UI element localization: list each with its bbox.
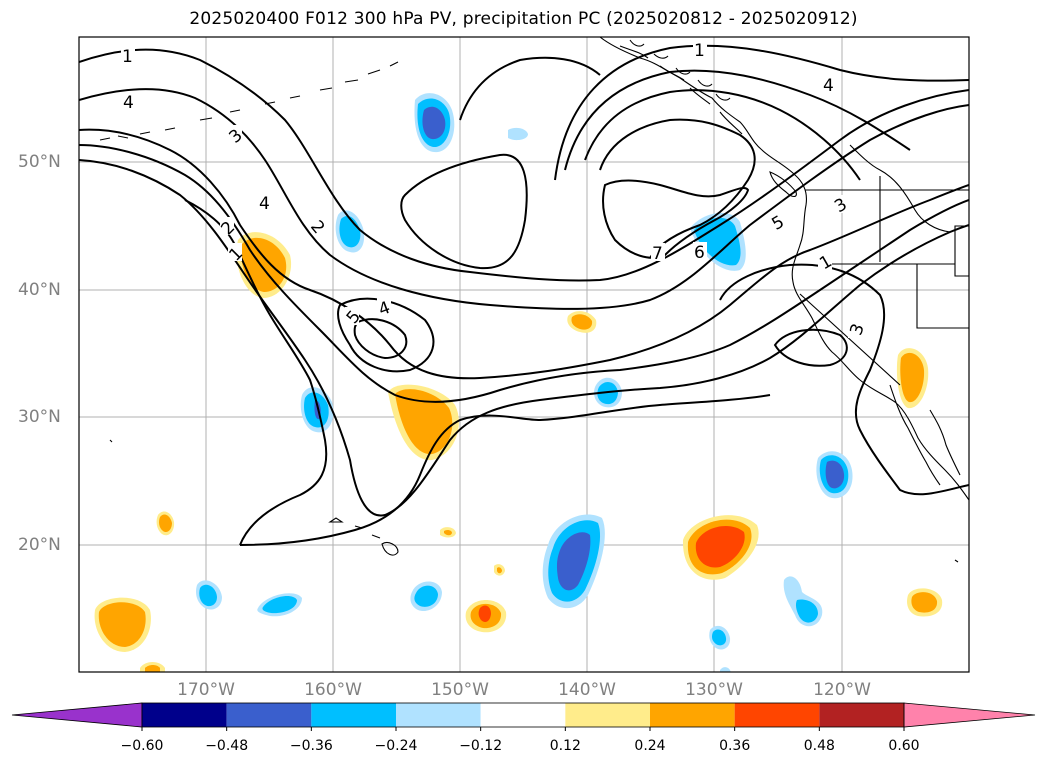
precip-blob-negative xyxy=(542,514,605,609)
coastlines xyxy=(99,37,969,563)
colorbar-tick-label: −0.36 xyxy=(289,738,333,754)
precip-blob-positive xyxy=(94,597,151,652)
lon-label: 170°W xyxy=(177,680,235,700)
colorbar-segment xyxy=(142,703,227,727)
colorbar-tick-label: 0.36 xyxy=(719,738,751,754)
precip-blob-negative xyxy=(690,212,746,271)
colorbar-segment xyxy=(396,703,481,727)
lat-label: 20°N xyxy=(18,535,61,555)
contour-label: 1 xyxy=(694,41,705,61)
lon-label: 140°W xyxy=(558,680,616,700)
precip-blob-negative xyxy=(508,127,528,141)
precip-blob-positive xyxy=(494,564,505,576)
pv-contours xyxy=(79,44,969,546)
precip-blob-negative xyxy=(195,580,222,610)
colorbar-tick-label: −0.24 xyxy=(374,738,418,754)
colorbar-segment xyxy=(311,703,396,727)
contour-label: 6 xyxy=(694,243,705,263)
lon-label: 150°W xyxy=(431,680,489,700)
contour-labels: 1 4 3 4 2 2 1 5 4 1 4 7 6 5 3 1 3 xyxy=(121,40,869,338)
precip-blob-positive xyxy=(140,662,165,672)
colorbar-extend-high xyxy=(903,702,1036,728)
precip-blob-positive xyxy=(896,348,929,409)
colorbar-tick-label: 0.60 xyxy=(888,738,920,754)
map-area xyxy=(79,37,969,672)
lon-label: 130°W xyxy=(685,680,743,700)
colorbar xyxy=(11,702,1036,731)
precip-blob-negative xyxy=(410,581,442,612)
precip-blob-positive xyxy=(907,588,943,617)
lat-label: 40°N xyxy=(18,280,61,300)
precip-blob-positive xyxy=(440,527,456,538)
contour-label: 1 xyxy=(122,47,133,67)
colorbar-segment xyxy=(819,703,904,727)
colorbar-tick-label: −0.48 xyxy=(205,738,249,754)
colorbar-extend-low xyxy=(11,702,143,728)
lat-label: 30°N xyxy=(18,407,61,427)
colorbar-tick-label: 0.24 xyxy=(634,738,666,754)
precip-shading xyxy=(94,93,943,672)
contour-label: 7 xyxy=(652,244,663,264)
contour-label: 4 xyxy=(259,194,270,214)
precip-blob-positive xyxy=(567,311,597,333)
precip-blob-negative xyxy=(720,667,731,672)
colorbar-frame xyxy=(141,702,905,728)
colorbar-tick-label: −0.60 xyxy=(120,738,164,754)
colorbar-segment xyxy=(226,703,312,727)
colorbar-tick-label: 0.12 xyxy=(549,738,581,754)
precip-blob-positive xyxy=(465,600,507,633)
contour-label: 4 xyxy=(823,76,834,96)
colorbar-segment xyxy=(480,703,566,727)
precip-blob-negative xyxy=(783,576,823,627)
precip-blob-positive xyxy=(156,511,175,536)
lon-label: 160°W xyxy=(304,680,362,700)
map-title: 2025020400 F012 300 hPa PV, precipitatio… xyxy=(189,9,858,29)
contour-label: 4 xyxy=(123,93,134,113)
precip-blob-negative xyxy=(816,451,853,499)
map-frame xyxy=(78,36,970,673)
precip-blob-positive xyxy=(682,515,759,580)
colorbar-segment xyxy=(734,703,820,727)
colorbar-segment xyxy=(565,703,650,727)
colorbar-tick-label: 0.48 xyxy=(803,738,835,754)
lat-label: 50°N xyxy=(18,152,61,172)
precip-blob-negative xyxy=(709,625,731,650)
lon-label: 120°W xyxy=(813,680,871,700)
precip-blob-negative xyxy=(414,93,455,153)
precip-blob-negative xyxy=(257,593,302,617)
colorbar-tick-label: −0.12 xyxy=(459,738,503,754)
colorbar-segment xyxy=(650,703,735,727)
